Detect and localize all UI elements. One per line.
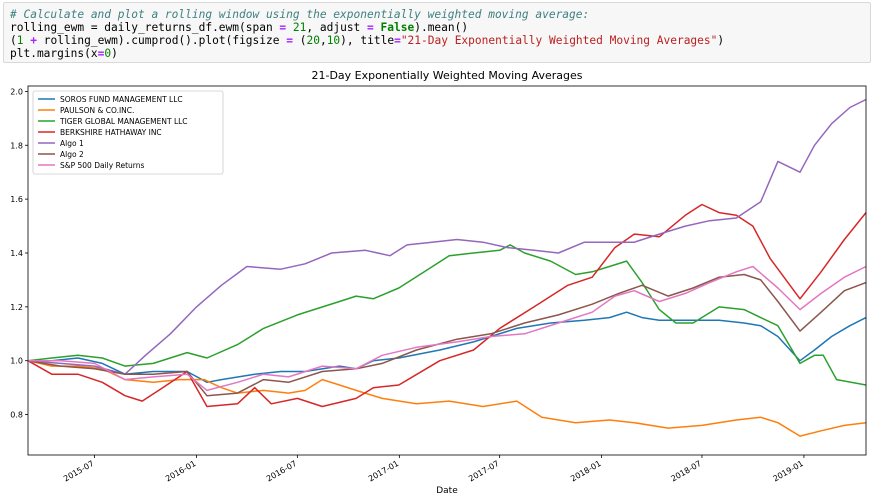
code-comment: # Calculate and plot a rolling window us… (10, 8, 590, 21)
series-line-5 (27, 273, 867, 397)
code-token: , adjust (306, 21, 368, 34)
code-operator: = (286, 34, 293, 47)
legend-label: PAULSON & CO.INC. (60, 106, 134, 115)
chart-title: 21-Day Exponentially Weighted Moving Ave… (311, 69, 582, 82)
code-number: 1 (16, 34, 24, 47)
code-operator: = (367, 21, 374, 34)
x-tick-label: 2018-07 (669, 459, 702, 484)
x-tick-label: 2016-01 (164, 459, 197, 484)
code-line-rolling-ewm: rolling_ewm = daily_returns_df.ewm(span … (10, 21, 870, 34)
series-line-1 (27, 359, 867, 437)
legend-label: TIGER GLOBAL MANAGEMENT LLC (59, 117, 188, 126)
x-tick-label: 2016-07 (265, 459, 298, 484)
legend-label: Algo 2 (60, 150, 84, 159)
code-line-plot: (1 + rolling_ewm).cumprod().plot(figsize… (10, 34, 870, 47)
code-operator: = (394, 34, 401, 47)
code-token: , (319, 34, 327, 47)
code-string: "21-Day Exponentially Weighted Moving Av… (400, 34, 718, 47)
code-token: plt.margins(x (10, 47, 98, 60)
code-token: ( (292, 34, 307, 47)
legend-box (32, 90, 224, 175)
code-number: 21 (292, 21, 307, 34)
series-line-3 (27, 203, 867, 408)
y-tick-label: 2.0 (10, 87, 23, 96)
y-tick-label: 1.2 (10, 303, 23, 312)
code-number: 10 (326, 34, 341, 47)
legend-label: S&P 500 Daily Returns (60, 161, 144, 170)
code-line-comment: # Calculate and plot a rolling window us… (10, 8, 870, 21)
code-line-margins: plt.margins(x=0) (10, 47, 870, 60)
code-token: ).mean() (414, 21, 469, 34)
series-line-6 (28, 265, 867, 392)
code-cell[interactable]: # Calculate and plot a rolling window us… (3, 2, 871, 63)
x-tick-label: 2017-07 (467, 459, 500, 484)
line-chart: 21-Day Exponentially Weighted Moving Ave… (10, 69, 867, 496)
series-line-4 (27, 98, 867, 375)
y-tick-label: 0.8 (10, 411, 23, 420)
series-line-2 (27, 244, 867, 386)
code-token: ) (717, 34, 725, 47)
x-axis-label: Date (436, 486, 458, 496)
code-operator: = (279, 21, 287, 34)
y-axis: 0.8 1.0 1.2 1.4 1.6 1.8 2.0 (10, 87, 28, 420)
code-token: ), title (340, 34, 395, 47)
y-tick-label: 1.0 (10, 357, 23, 366)
x-tick-label: 2015-07 (62, 459, 95, 484)
x-tick-label: 2017-01 (367, 459, 400, 484)
x-tick-label: 2018-01 (569, 459, 602, 484)
code-token: ) (111, 47, 118, 60)
axes-frame (27, 85, 867, 456)
x-axis: 2015-07 2016-01 2016-07 2017-01 2017-07 2018-… (62, 455, 805, 483)
legend: SOROS FUND MANAGEMENT LLC PAULSON & CO.IN… (32, 90, 224, 175)
code-token (286, 21, 293, 34)
legend-label: Algo 1 (60, 139, 84, 148)
code-number: 0 (104, 47, 112, 60)
code-operator: + (30, 34, 37, 47)
code-operator: = (97, 47, 105, 60)
code-token: rolling_ewm = daily_returns_df.ewm(span (10, 21, 280, 34)
legend-label: SOROS FUND MANAGEMENT LLC (60, 95, 183, 104)
series-layer (27, 98, 867, 437)
code-number: 20 (306, 34, 320, 47)
y-tick-label: 1.8 (10, 141, 23, 150)
y-tick-label: 1.4 (10, 249, 23, 258)
series-line-0 (28, 311, 867, 384)
code-keyword: False (380, 21, 415, 34)
x-tick-label: 2019-01 (771, 459, 804, 484)
code-token (374, 21, 381, 34)
code-token: rolling_ewm).cumprod().plot(figsize (37, 34, 287, 47)
code-token: ( (10, 34, 17, 47)
legend-label: BERKSHIRE HATHAWAY INC (60, 128, 162, 137)
y-tick-label: 1.6 (10, 195, 23, 204)
